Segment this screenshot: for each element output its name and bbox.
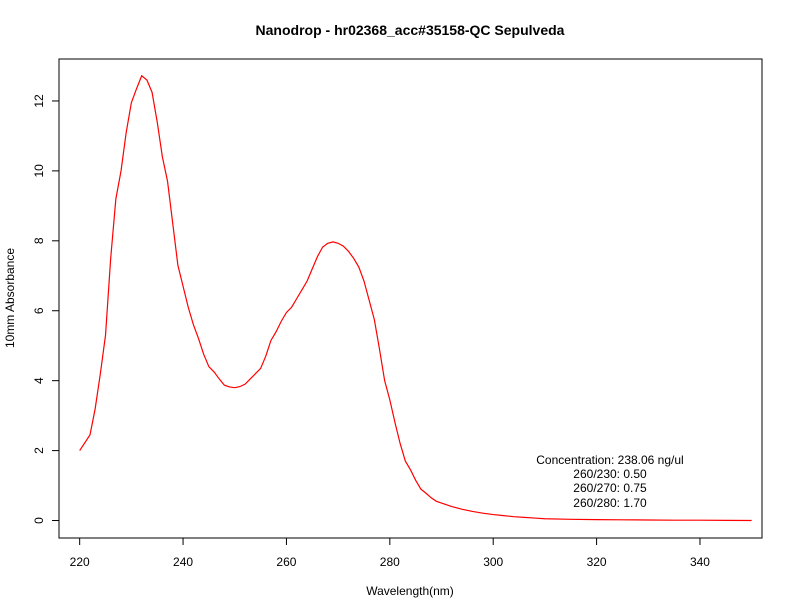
x-tick-label: 320 [587,555,607,569]
chart-title: Nanodrop - hr02368_acc#35158-QC Sepulved… [256,22,565,38]
x-tick-label: 340 [690,555,710,569]
y-axis: 0 2 4 6 8 10 12 [32,94,60,524]
x-tick-label: 280 [380,555,400,569]
y-tick-label: 2 [32,447,46,454]
x-tick-label: 240 [173,555,193,569]
ratio-260-280-annotation: 260/280: 1.70 [573,496,647,510]
y-tick-label: 6 [32,307,46,314]
y-tick-label: 8 [32,237,46,244]
ratio-260-230-annotation: 260/230: 0.50 [573,467,647,481]
concentration-annotation: Concentration: 238.06 ng/ul [536,453,683,467]
y-tick-label: 10 [32,164,46,178]
x-tick-label: 300 [483,555,503,569]
x-axis: 220 240 260 280 300 320 340 [70,537,710,569]
y-tick-label: 0 [32,517,46,524]
x-axis-label: Wavelength(nm) [366,584,454,598]
stats-annotation: Concentration: 238.06 ng/ul 260/230: 0.5… [536,453,683,510]
absorbance-series-line [79,74,752,522]
x-tick-label: 260 [276,555,296,569]
x-tick-label: 220 [70,555,90,569]
y-axis-label: 10mm Absorbance [3,248,17,348]
y-tick-label: 12 [32,94,46,108]
ratio-260-270-annotation: 260/270: 0.75 [573,481,647,495]
y-tick-label: 4 [32,377,46,384]
